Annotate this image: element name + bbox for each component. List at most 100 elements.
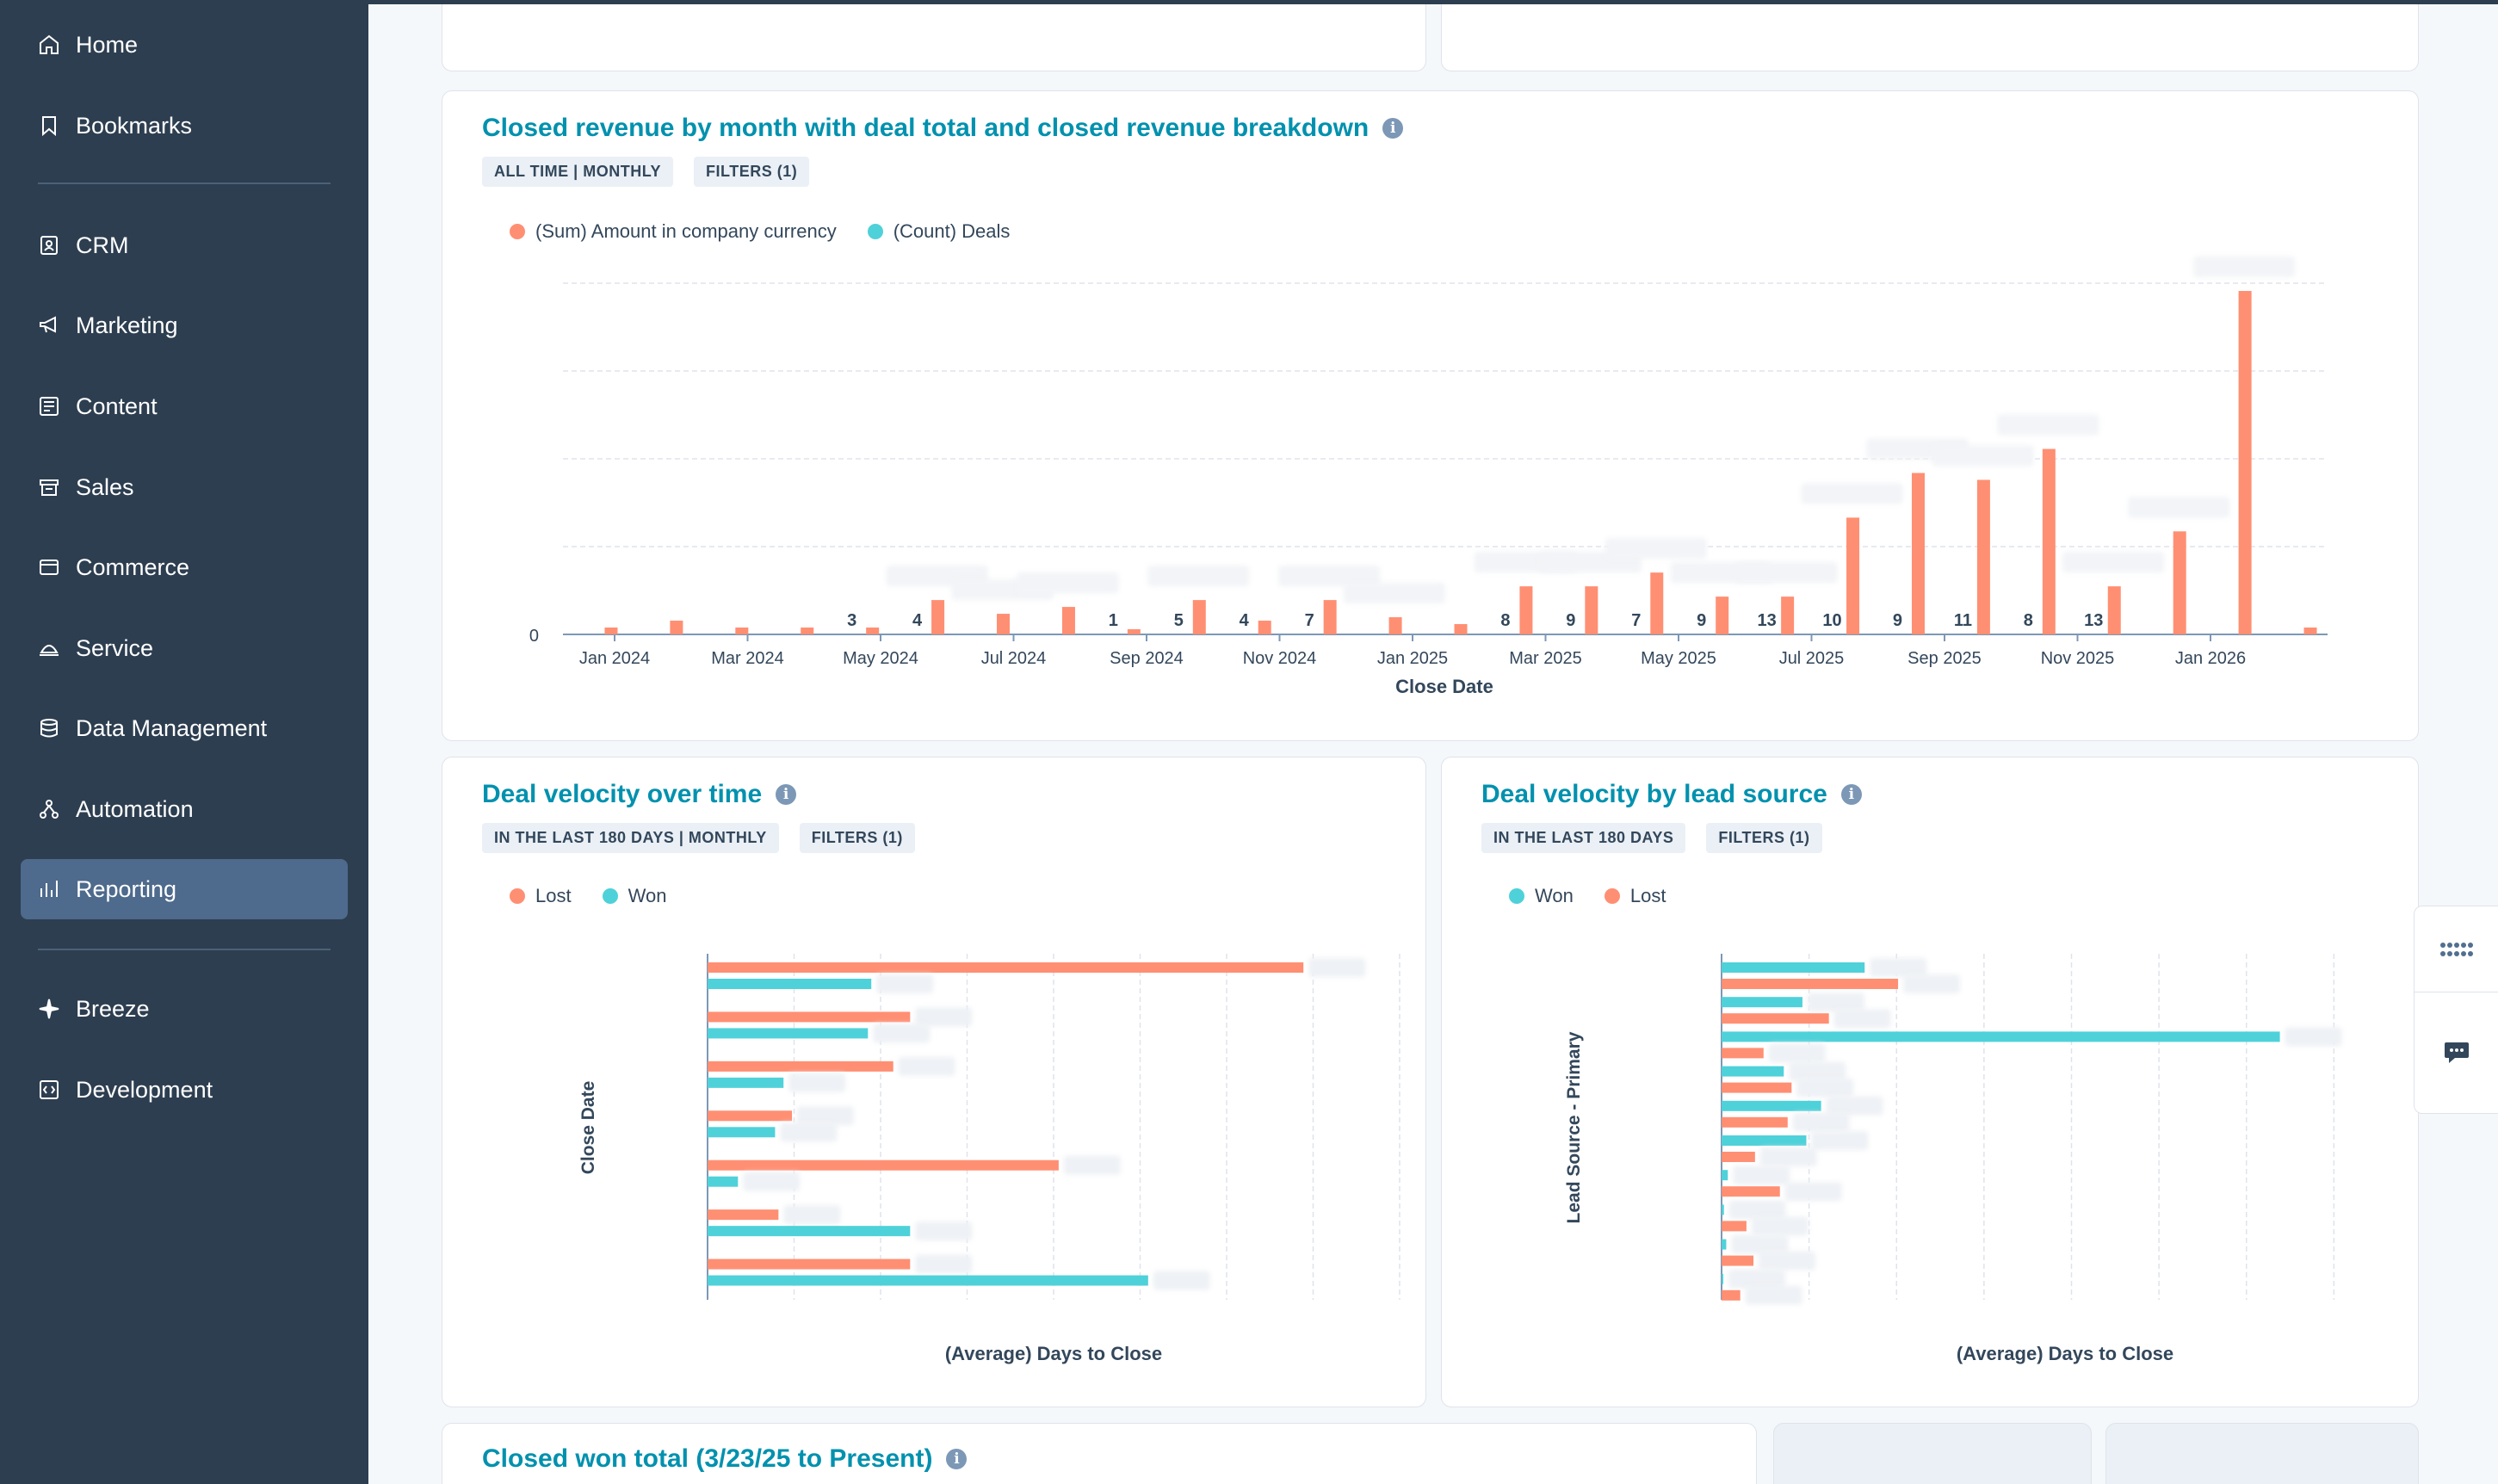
sidebar-item-home[interactable]: Home bbox=[21, 15, 348, 75]
chat-icon[interactable] bbox=[2415, 992, 2498, 1113]
redacted-value-label bbox=[1728, 1269, 1785, 1289]
teal-dot-icon bbox=[1509, 888, 1524, 904]
sidebar-item-development[interactable]: Development bbox=[21, 1060, 348, 1120]
legend-item-lost[interactable]: Lost bbox=[510, 885, 572, 907]
lost-bar bbox=[708, 1258, 911, 1270]
redacted-value-label bbox=[1278, 566, 1381, 587]
revenue-bar bbox=[2042, 448, 2056, 634]
revenue-bar bbox=[2107, 586, 2121, 634]
x-tick-label: Nov 2025 bbox=[2041, 649, 2115, 668]
info-icon[interactable]: i bbox=[776, 784, 797, 805]
redacted-value-label bbox=[2128, 497, 2230, 518]
legend-item-won[interactable]: Won bbox=[1509, 885, 1574, 907]
sidebar-item-label: Commerce bbox=[76, 553, 190, 580]
velocity-time-title-text[interactable]: Deal velocity over time bbox=[482, 780, 763, 808]
lost-bar bbox=[708, 1110, 793, 1122]
revenue-bar bbox=[1454, 624, 1468, 634]
redacted-value-label bbox=[1801, 483, 1903, 504]
apps-grid-icon[interactable] bbox=[2415, 906, 2498, 992]
velocity-source-title-text[interactable]: Deal velocity by lead source bbox=[1481, 780, 1827, 808]
x-tick-label: Mar 2024 bbox=[711, 649, 784, 668]
legend-label: Lost bbox=[1629, 885, 1666, 906]
redacted-value-label bbox=[915, 1007, 973, 1027]
filters-chip[interactable]: FILTERS (1) bbox=[799, 823, 915, 853]
filters-chip[interactable]: FILTERS (1) bbox=[1706, 823, 1822, 853]
sidebar-item-data-management[interactable]: Data Management bbox=[21, 698, 348, 758]
info-icon[interactable]: i bbox=[1840, 784, 1862, 805]
won-bar bbox=[1722, 1031, 2280, 1042]
legend-label: (Sum) Amount in company currency bbox=[535, 220, 837, 242]
lost-bar bbox=[1722, 1013, 1829, 1024]
velocity-time-title[interactable]: Deal velocity over time i bbox=[482, 780, 797, 809]
redacted-value-label bbox=[1789, 1061, 1846, 1081]
closed-won-title-text[interactable]: Closed won total (3/23/25 to Present) bbox=[482, 1444, 933, 1473]
revenue-bar bbox=[1323, 600, 1337, 634]
legend-item-won[interactable]: Won bbox=[602, 885, 667, 907]
redacted-value-label bbox=[780, 1122, 838, 1142]
lost-bar bbox=[708, 1159, 1059, 1171]
chat-bubble-svg bbox=[2444, 1042, 2469, 1063]
revenue-bar bbox=[1127, 629, 1141, 634]
legend-item-amount[interactable]: (Sum) Amount in company currency bbox=[510, 220, 837, 243]
lost-bar bbox=[1722, 1255, 1754, 1266]
sparkle-icon bbox=[36, 996, 62, 1022]
redacted-value-label bbox=[1751, 1216, 1809, 1236]
info-icon[interactable]: i bbox=[1382, 118, 1404, 139]
sidebar-item-label: CRM bbox=[76, 232, 129, 258]
sidebar-item-content[interactable]: Content bbox=[21, 376, 348, 436]
sidebar-item-sales[interactable]: Sales bbox=[21, 457, 348, 517]
redacted-value-label bbox=[1017, 572, 1119, 594]
automation-icon bbox=[36, 796, 62, 822]
redacted-value-label bbox=[1833, 1009, 1891, 1029]
revenue-bar bbox=[1846, 517, 1860, 634]
closed-won-title[interactable]: Closed won total (3/23/25 to Present) i bbox=[482, 1444, 968, 1474]
redacted-value-label bbox=[1735, 562, 1838, 584]
filters-chip[interactable]: FILTERS (1) bbox=[694, 157, 810, 187]
sales-icon bbox=[36, 474, 62, 500]
megaphone-icon bbox=[36, 312, 62, 338]
legend-item-deals[interactable]: (Count) Deals bbox=[867, 220, 1010, 243]
legend-label: Won bbox=[628, 885, 667, 906]
date-range-chip[interactable]: IN THE LAST 180 DAYS | MONTHLY bbox=[482, 823, 779, 853]
redacted-value-label bbox=[1997, 414, 2099, 436]
won-bar bbox=[1722, 1170, 1728, 1181]
revenue-bar bbox=[1716, 597, 1729, 634]
revenue-bar bbox=[735, 628, 749, 634]
revenue-bar bbox=[1388, 617, 1402, 634]
redacted-value-label bbox=[1728, 1200, 1786, 1220]
sidebar-item-automation[interactable]: Automation bbox=[21, 779, 348, 839]
sidebar-item-marketing[interactable]: Marketing bbox=[21, 295, 348, 356]
database-icon bbox=[36, 715, 62, 741]
x-tick-label: May 2025 bbox=[1641, 649, 1716, 668]
legend-label: Lost bbox=[535, 885, 572, 906]
sidebar-item-breeze[interactable]: Breeze bbox=[21, 979, 348, 1039]
velocity-source-chart: Lead Source - Primary (Average) Days to C… bbox=[1564, 954, 2342, 1364]
sidebar-item-crm[interactable]: CRM bbox=[21, 215, 348, 275]
redacted-value-label bbox=[2285, 1027, 2342, 1047]
x-tick-label: Jan 2026 bbox=[2175, 649, 2246, 668]
info-icon[interactable]: i bbox=[946, 1449, 968, 1469]
content-icon bbox=[36, 393, 62, 419]
won-bar bbox=[1722, 997, 1802, 1008]
redacted-value-label bbox=[1903, 974, 1961, 993]
redacted-value-label bbox=[1759, 1147, 1817, 1166]
revenue-card-title[interactable]: Closed revenue by month with deal total … bbox=[482, 114, 1404, 143]
revenue-card-title-text[interactable]: Closed revenue by month with deal total … bbox=[482, 114, 1370, 142]
sidebar-item-commerce[interactable]: Commerce bbox=[21, 537, 348, 597]
sidebar-item-reporting[interactable]: Reporting bbox=[21, 859, 348, 919]
redacted-value-label bbox=[1826, 1096, 1883, 1116]
redacted-value-label bbox=[915, 1254, 973, 1274]
revenue-bar bbox=[1911, 473, 1925, 634]
sidebar-nav: Home Bookmarks CRM Marketing Content Sales Com… bbox=[0, 0, 368, 1484]
legend-item-lost[interactable]: Lost bbox=[1604, 885, 1666, 907]
x-axis-title: Close Date bbox=[1395, 676, 1493, 697]
revenue-bar bbox=[1781, 597, 1795, 634]
won-bar bbox=[1722, 1135, 1807, 1146]
teal-dot-icon bbox=[602, 888, 618, 904]
sidebar-item-service[interactable]: Service bbox=[21, 618, 348, 678]
date-range-chip[interactable]: ALL TIME | MONTHLY bbox=[482, 157, 674, 187]
deal-count-label: 13 bbox=[2084, 611, 2103, 630]
sidebar-item-bookmarks[interactable]: Bookmarks bbox=[21, 96, 348, 156]
velocity-source-title[interactable]: Deal velocity by lead source i bbox=[1481, 780, 1862, 809]
date-range-chip[interactable]: IN THE LAST 180 DAYS bbox=[1481, 823, 1686, 853]
